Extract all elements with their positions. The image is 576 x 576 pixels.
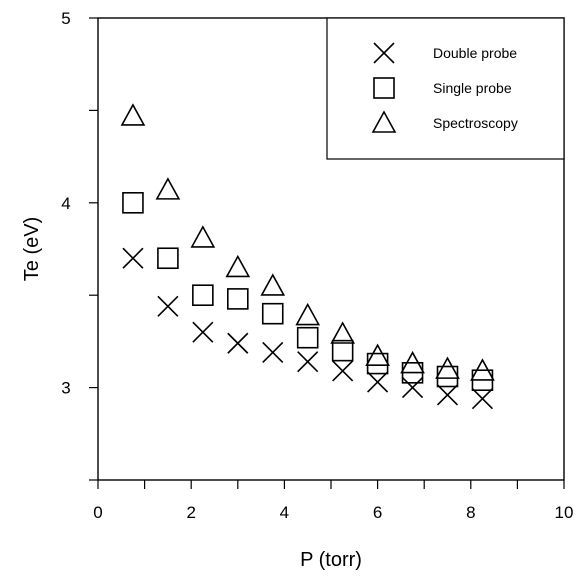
x-marker-stroke — [297, 351, 319, 373]
x-tick-label: 8 — [466, 503, 475, 522]
single-probe-point — [331, 339, 354, 362]
double-probe-point — [262, 341, 284, 364]
y-tick-label: 5 — [61, 9, 70, 28]
double-probe-point — [401, 377, 424, 399]
double-probe-point — [367, 371, 389, 393]
x-marker-stroke — [471, 388, 494, 410]
x-marker-stroke — [227, 332, 249, 354]
x-axis-title: P (torr) — [300, 549, 362, 571]
tick-marks — [89, 17, 565, 489]
x-tick-label: 4 — [280, 503, 289, 522]
tick-labels: 0 2 4 6 8 10 3 4 5 — [61, 9, 573, 522]
double-probe-point — [157, 295, 179, 317]
spectroscopy-point — [365, 343, 390, 366]
x-marker-stroke — [401, 377, 424, 399]
double-probe-point — [436, 384, 459, 406]
series-spectroscopy — [120, 103, 495, 381]
spectroscopy-point — [120, 103, 146, 126]
legend-label-single-probe: Single probe — [433, 80, 512, 96]
x-marker-stroke — [122, 247, 144, 269]
legend: Double probe Single probe Spectroscopy — [326, 17, 565, 160]
y-tick-label: 3 — [61, 379, 70, 398]
legend-symbol-spectroscopy — [371, 110, 397, 133]
double-probe-point — [192, 321, 214, 343]
double-probe-point — [227, 332, 249, 354]
series-single-probe — [122, 192, 494, 392]
x-marker-stroke — [262, 341, 284, 364]
spectroscopy-point — [435, 356, 460, 379]
legend-symbol-double-probe — [373, 42, 395, 64]
y-axis-title: Te (eV) — [21, 217, 43, 281]
double-probe-point — [122, 247, 144, 269]
x-marker-stroke — [332, 360, 354, 382]
x-tick-label: 6 — [373, 503, 382, 522]
legend-entry-spectroscopy: Spectroscopy — [371, 110, 518, 133]
legend-entry-double-probe: Double probe — [373, 42, 517, 64]
spectroscopy-point — [260, 273, 286, 296]
legend-box — [326, 17, 565, 160]
single-probe-point — [157, 247, 179, 270]
spectroscopy-point — [400, 350, 425, 374]
x-marker-stroke — [157, 295, 179, 317]
spectroscopy-point — [295, 302, 321, 326]
x-tick-label: 10 — [555, 503, 574, 522]
legend-entry-single-probe: Single probe — [373, 77, 512, 99]
single-probe-point — [261, 302, 284, 325]
double-probe-point — [471, 388, 494, 410]
x-tick-label: 2 — [186, 503, 195, 522]
single-probe-point — [122, 192, 144, 214]
x-marker-stroke — [192, 321, 214, 343]
spectroscopy-point — [190, 225, 216, 248]
spectroscopy-point — [155, 177, 181, 200]
legend-symbol-single-probe — [373, 77, 395, 99]
series-double-probe — [122, 247, 494, 410]
single-probe-point — [227, 288, 249, 310]
double-probe-point — [297, 351, 319, 373]
spectroscopy-point — [225, 254, 251, 278]
double-probe-point — [332, 360, 354, 382]
legend-label-double-probe: Double probe — [433, 45, 517, 61]
x-marker-stroke — [436, 384, 459, 406]
spectroscopy-point — [330, 321, 356, 344]
spectroscopy-point — [470, 358, 495, 381]
data-markers — [120, 103, 495, 410]
single-probe-point — [192, 284, 214, 307]
x-tick-label: 0 — [93, 503, 102, 522]
x-marker-stroke — [367, 371, 389, 393]
x-marker-stroke — [373, 42, 395, 64]
single-probe-point — [296, 326, 319, 349]
y-tick-label: 4 — [61, 194, 70, 213]
legend-label-spectroscopy: Spectroscopy — [433, 115, 518, 131]
